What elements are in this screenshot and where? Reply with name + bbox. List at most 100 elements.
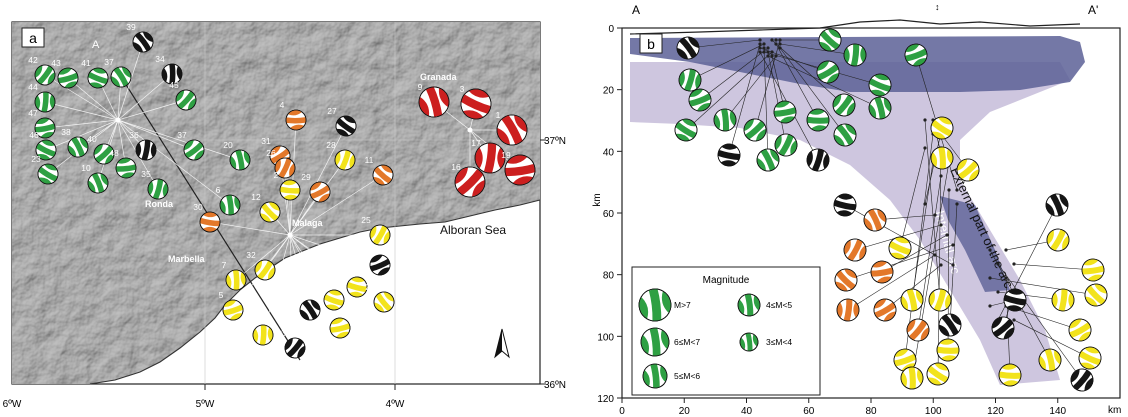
section-beachball-icon	[938, 313, 962, 337]
section-beachball-icon	[863, 208, 887, 232]
place-alboran-sea: Alboran Sea	[440, 223, 506, 237]
map-beachball-icon	[57, 67, 79, 89]
map-beachball-icon	[34, 117, 56, 139]
section-beachball-icon	[873, 298, 897, 322]
map-beachball-icon	[279, 179, 301, 201]
section-beachball-icon	[868, 96, 892, 120]
section-b-end-label: A'	[1088, 3, 1098, 17]
legend-label-m7: M>7	[674, 300, 691, 310]
map-beachball-icon	[252, 324, 274, 346]
panel-a-label: a	[29, 30, 37, 46]
map-beachball-icon	[373, 291, 395, 313]
map-beachball-icon	[323, 289, 345, 311]
map-beachball-icon	[254, 259, 276, 281]
map-beachball-icon	[199, 211, 221, 233]
section-beachball-icon	[1003, 288, 1027, 312]
section-end-label: A'	[298, 368, 307, 380]
legend-label-m5: 5≤M<6	[674, 371, 700, 381]
section-beachball-icon	[717, 143, 741, 167]
map-quake-label: 42	[28, 55, 38, 65]
map-beachball-icon	[496, 114, 528, 146]
x-tick-label: 40	[741, 406, 753, 417]
map-beachball-icon	[225, 269, 247, 291]
section-beachball-icon	[688, 88, 712, 112]
map-beachball-icon	[284, 337, 306, 359]
x-tick-label: 120	[987, 406, 1004, 417]
section-beachball-icon	[928, 288, 952, 312]
map-beachball-icon	[309, 181, 331, 203]
map-beachball-icon	[110, 66, 132, 88]
topography	[629, 19, 1081, 35]
section-beachball-icon	[900, 288, 924, 312]
section-beachball-icon	[843, 238, 867, 262]
section-start-label: A	[92, 39, 100, 51]
map-quake-label: 17	[471, 138, 481, 148]
map-beachball-icon	[183, 139, 205, 161]
map-quake-label: 43	[51, 58, 61, 68]
section-beachball-icon	[1045, 193, 1069, 217]
section-beachball-icon	[774, 133, 798, 157]
map-quake-label: 35	[141, 169, 151, 179]
map-beachball-icon	[369, 254, 391, 276]
legend-title: Magnitude	[703, 275, 750, 286]
map-quake-label: 22	[365, 282, 375, 292]
section-beachball-icon	[678, 68, 702, 92]
place-marbella: Marbella	[168, 254, 206, 264]
legend-label-m6: 6≤M<7	[674, 337, 700, 347]
y-tick-label: 0	[608, 24, 614, 35]
north-arrow-icon	[494, 328, 510, 359]
place-granada: Granada	[420, 72, 458, 82]
map-quake-label: 14	[244, 315, 254, 325]
map-quake-label: 27	[327, 106, 337, 116]
y-tick-label: 100	[597, 332, 614, 343]
map-quake-label: 25	[361, 215, 371, 225]
section-beachball-icon	[756, 148, 780, 172]
map-beachball-icon	[285, 109, 307, 131]
section-beachball-icon	[1046, 228, 1070, 252]
x-tick-label: 20	[679, 406, 691, 417]
section-y-unit: km	[592, 193, 603, 206]
section-beachball-icon	[833, 123, 857, 147]
map-quake-label: 24	[315, 280, 325, 290]
map-focal-mechanisms	[34, 31, 536, 359]
section-marker-icon: ↕	[935, 2, 940, 12]
section-beachball-icon	[888, 236, 912, 260]
map-quake-label: 23	[31, 154, 41, 164]
section-beachball-icon	[843, 43, 867, 67]
section-beachball-icon	[1051, 288, 1075, 312]
section-beachball-icon	[906, 318, 930, 342]
map-quake-label: 12	[251, 192, 261, 202]
map-quake-label: 3	[460, 84, 465, 94]
legend: Magnitude M>7 6≤M<7 5≤M<6 4≤M<5 3≤M<4	[631, 266, 821, 396]
map-quake-label: 16	[451, 162, 461, 172]
section-b-start-label: A	[632, 3, 640, 17]
map-quake-label: 5	[219, 290, 224, 300]
place-malaga: Malaga	[292, 218, 324, 228]
map-quake-label: 31	[261, 136, 271, 146]
map-beachball-icon	[161, 63, 183, 85]
section-beachball-icon	[956, 158, 980, 182]
place-ronda: Ronda	[145, 199, 174, 209]
map-panel: a A A' Granada Ronda Malaga Marbella Alb…	[3, 21, 566, 410]
map-quake-label: 32	[246, 250, 256, 260]
section-panel: External part of the arc Internal arc b …	[592, 2, 1121, 417]
legend-m5-icon	[642, 363, 668, 389]
map-quake-label: 4	[280, 100, 285, 110]
section-beachball-icon	[870, 260, 894, 284]
map-quake-label: 2	[274, 170, 279, 180]
map-quake-label: 46	[29, 130, 39, 140]
legend-label-m3: 3≤M<4	[766, 337, 792, 347]
section-beachball-icon	[834, 268, 858, 292]
map-quake-label: 47	[28, 108, 38, 118]
section-beachball-icon	[816, 60, 840, 84]
y-tick-label: 40	[603, 147, 615, 158]
map-beachball-icon	[219, 194, 241, 216]
x-tick-label: 0	[619, 406, 625, 417]
lat-label-37n: 37ºN	[544, 136, 566, 147]
section-beachball-icon	[818, 28, 842, 52]
lon-label-6w: 6ºW	[3, 399, 22, 410]
map-beachball-icon	[299, 299, 321, 321]
section-beachball-icon	[936, 338, 960, 362]
